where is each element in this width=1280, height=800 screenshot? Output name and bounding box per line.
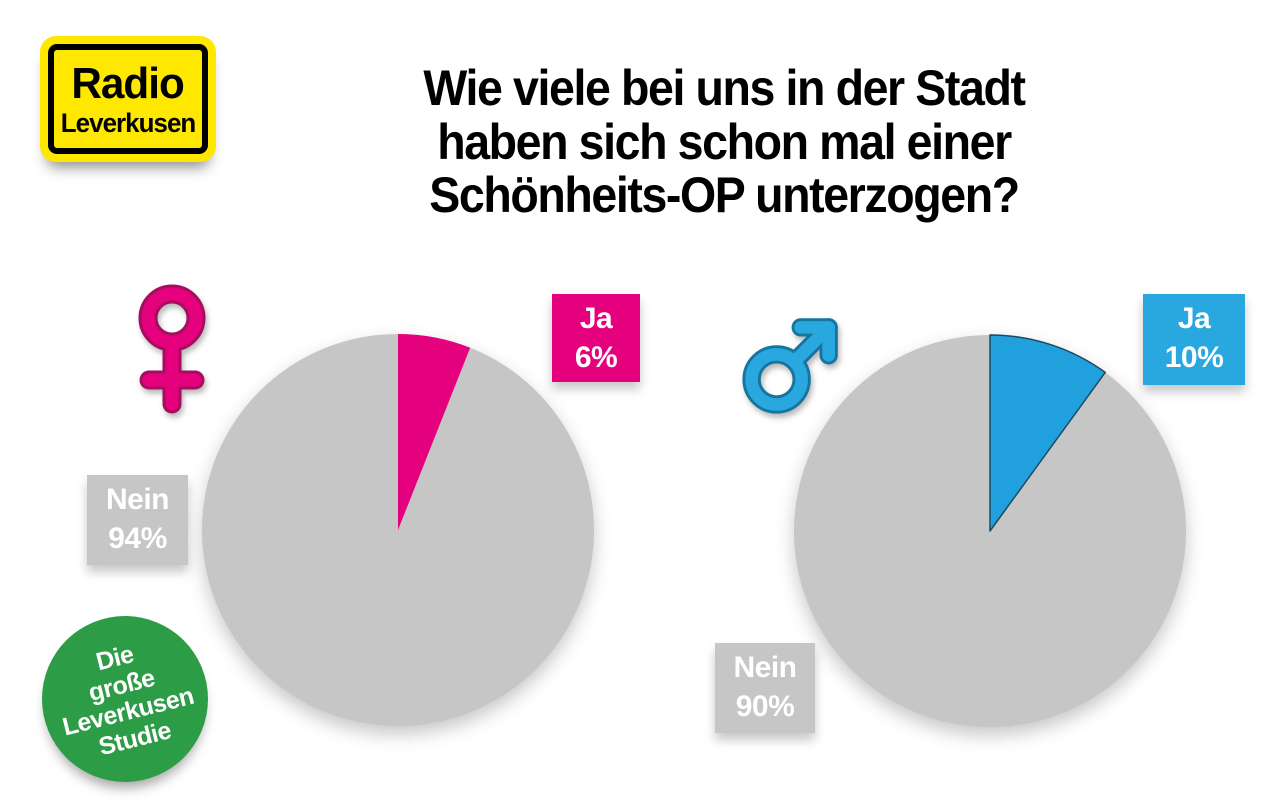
- female-symbol-icon: [138, 284, 206, 414]
- headline-line-2: haben sich schon mal einer: [437, 113, 1012, 170]
- label-male-ja: Ja 10%: [1143, 294, 1245, 385]
- pie-slice-ja: [398, 333, 471, 530]
- headline: Wie viele bei uns in der Stadt haben sic…: [346, 60, 1101, 223]
- label-female-nein: Nein 94%: [87, 475, 188, 565]
- label-male-nein: Nein 90%: [715, 643, 815, 733]
- study-stamp-text: Die große Leverkusen Studie: [47, 629, 204, 768]
- radio-leverkusen-logo: Radio Leverkusen: [40, 36, 216, 162]
- pie-slice-ja: [989, 334, 1106, 532]
- female-symbol-fill: [141, 287, 203, 411]
- label-male-nein-percent: 90%: [735, 690, 795, 723]
- pie-slice-nein: [201, 333, 595, 727]
- logo-text-radio: Radio: [71, 58, 186, 108]
- label-female-nein-text: Nein: [105, 483, 170, 516]
- label-male-ja-text: Ja: [1177, 302, 1211, 335]
- label-female-nein-percent: 94%: [108, 522, 167, 555]
- label-female-ja-percent: 6%: [574, 341, 618, 374]
- headline-line-1: Wie viele bei uns in der Stadt: [423, 60, 1026, 116]
- male-symbol-fill: [745, 321, 835, 411]
- headline-line-3: Schönheits-OP unterzogen?: [429, 167, 1020, 223]
- logo-inner-border: Radio Leverkusen: [48, 44, 208, 154]
- label-male-ja-percent: 10%: [1164, 341, 1224, 374]
- male-symbol-icon: [742, 318, 838, 414]
- label-male-nein-text: Nein: [733, 651, 797, 684]
- pie-chart-female: [201, 333, 595, 727]
- label-female-ja: Ja 6%: [552, 294, 640, 382]
- label-female-ja-text: Ja: [579, 302, 613, 335]
- pie-chart-male: [793, 334, 1187, 728]
- logo-text-leverkusen: Leverkusen: [60, 107, 196, 138]
- study-stamp: Die große Leverkusen Studie: [42, 616, 208, 782]
